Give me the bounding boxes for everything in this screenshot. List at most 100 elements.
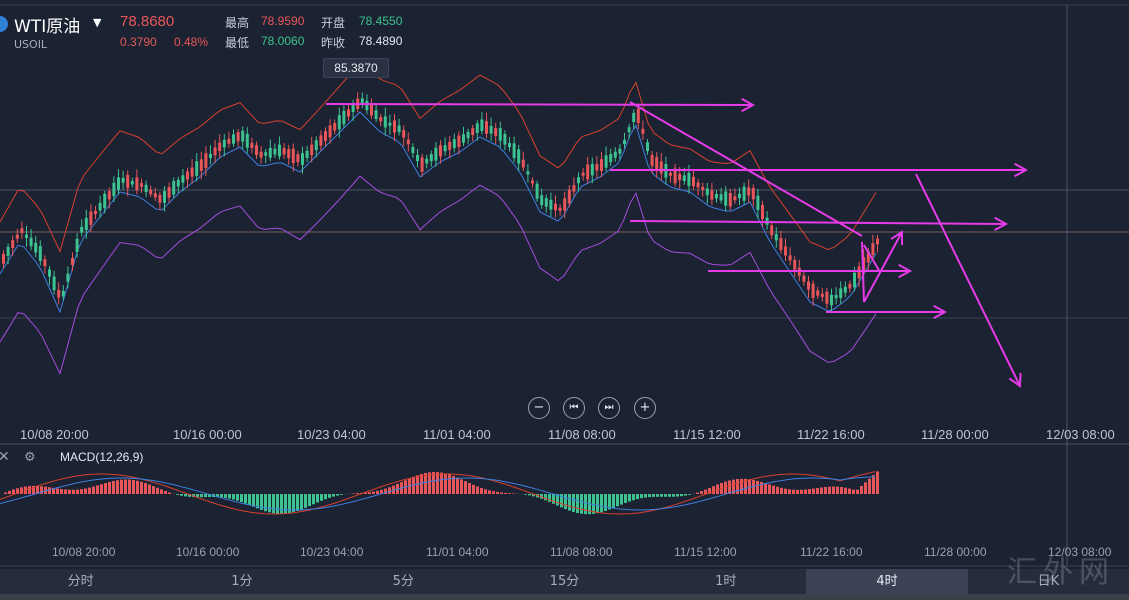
macd-bar — [652, 494, 655, 497]
tab-period[interactable]: 分时 — [67, 574, 94, 589]
macd-bar — [324, 494, 327, 500]
macd-bar — [356, 493, 359, 494]
tab-period[interactable]: 4时 — [806, 569, 968, 594]
annotation-line — [863, 244, 881, 273]
macd-bar — [680, 494, 683, 497]
macd-bar — [100, 484, 103, 494]
x-axis-tick-label: 11/28 00:00 — [921, 427, 989, 442]
tab-period[interactable]: 1时 — [715, 574, 737, 589]
macd-bar — [308, 494, 311, 507]
macd-bar — [264, 494, 267, 512]
period-tabs: 分时 1分 5分 15分 1时 4时 日K — [0, 569, 1129, 594]
candle-body — [508, 142, 511, 148]
macd-bar — [352, 493, 355, 494]
candle-body — [747, 187, 751, 196]
macd-x-axis-tick-label: 10/16 00:00 — [176, 545, 240, 559]
tab-period[interactable]: 15分 — [549, 574, 580, 589]
high-value: 78.9590 — [261, 14, 305, 28]
price-chart[interactable] — [0, 0, 1129, 569]
macd-bar — [420, 473, 423, 494]
macd-bar — [20, 487, 23, 494]
chevron-down-icon[interactable]: ▼ — [93, 16, 102, 29]
candle-body — [416, 154, 419, 162]
candle-body — [761, 204, 764, 220]
macd-bar — [844, 487, 847, 494]
bollinger-lower-line — [0, 175, 877, 376]
candle-body — [439, 145, 442, 157]
macd-bar — [472, 484, 475, 494]
candle-body — [724, 191, 728, 206]
macd-bar — [484, 489, 487, 494]
candle-body — [834, 294, 838, 299]
macd-bar — [184, 494, 187, 497]
macd-bar — [176, 494, 179, 495]
candle-body — [66, 273, 70, 282]
candle-body — [218, 142, 222, 151]
zoom-in-button[interactable]: + — [634, 397, 656, 419]
candle-body — [669, 172, 672, 176]
macd-bar — [700, 491, 703, 494]
candle-body — [153, 193, 157, 198]
tab-period[interactable]: 5分 — [392, 574, 414, 589]
candle-body — [738, 193, 741, 199]
macd-bar — [644, 494, 647, 498]
candle-body — [733, 196, 737, 201]
gear-icon[interactable]: ⚙ — [24, 450, 36, 465]
tab-period[interactable]: 1分 — [231, 574, 253, 589]
candle-body — [816, 290, 820, 296]
macd-bar — [32, 485, 35, 494]
macd-bar — [612, 494, 615, 508]
scroll-back-button[interactable]: ⏮ — [563, 397, 585, 419]
macd-bar — [104, 483, 107, 494]
candlesticks — [2, 92, 879, 312]
macd-bar — [224, 494, 227, 498]
macd-bar — [116, 480, 119, 494]
candle-body — [554, 203, 557, 211]
candle-body — [811, 283, 815, 298]
macd-bar — [320, 494, 323, 501]
scroll-forward-button[interactable]: ⏭ — [598, 397, 620, 419]
candle-body — [71, 258, 74, 265]
low-label: 最低 — [225, 36, 250, 50]
macd-bar — [288, 494, 291, 514]
zoom-out-button[interactable]: − — [528, 397, 550, 419]
macd-bar — [804, 489, 807, 494]
candle-body — [820, 293, 824, 298]
symbol-name[interactable]: WTI原油 — [14, 17, 81, 37]
candle-body — [632, 112, 636, 123]
macd-bar — [4, 492, 7, 494]
macd-bar — [688, 494, 691, 495]
candle-body — [600, 159, 603, 171]
candle-body — [535, 183, 539, 199]
macd-bar — [40, 486, 43, 494]
candle-body — [126, 174, 130, 189]
macd-bar — [268, 494, 271, 513]
candle-body — [848, 283, 852, 289]
macd-bar — [12, 489, 15, 494]
macd-bar — [364, 492, 367, 494]
macd-bar — [232, 494, 235, 500]
macd-bar — [820, 487, 823, 494]
macd-bar — [16, 488, 19, 494]
macd-bar — [824, 486, 827, 494]
candle-body — [429, 154, 433, 162]
macd-bar — [280, 494, 283, 514]
macd-bar — [736, 479, 739, 494]
macd-bar — [708, 487, 711, 494]
tab-period[interactable]: 日K — [1037, 574, 1060, 589]
macd-bar — [636, 494, 639, 500]
candle-body — [802, 275, 806, 282]
candle-body — [25, 234, 28, 239]
macd-bar — [600, 494, 603, 513]
macd-bar — [504, 492, 507, 494]
macd-bar — [788, 489, 791, 494]
close-icon[interactable]: ✕ — [0, 449, 10, 465]
macd-bar — [272, 494, 275, 514]
candle-body — [273, 148, 277, 155]
macd-bar — [524, 494, 527, 495]
macd-bar — [668, 494, 671, 497]
macd-bar — [108, 481, 111, 494]
candle-body — [466, 131, 470, 139]
candle-body — [232, 134, 235, 144]
macd-bar — [336, 494, 339, 496]
